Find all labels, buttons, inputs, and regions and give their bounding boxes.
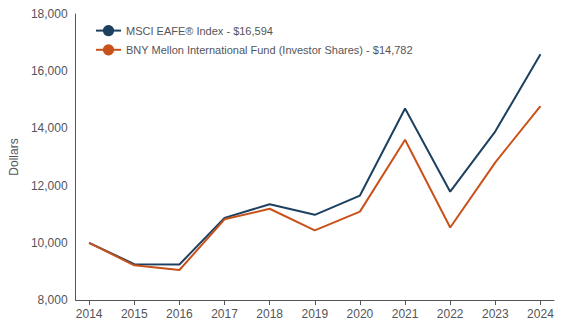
svg-text:8,000: 8,000 <box>38 293 68 307</box>
svg-text:10,000: 10,000 <box>31 236 68 250</box>
svg-text:2017: 2017 <box>211 307 238 321</box>
svg-text:2016: 2016 <box>166 307 193 321</box>
svg-text:2018: 2018 <box>256 307 283 321</box>
svg-text:2019: 2019 <box>301 307 328 321</box>
svg-text:2020: 2020 <box>347 307 374 321</box>
svg-text:16,000: 16,000 <box>31 64 68 78</box>
svg-text:BNY Mellon International Fund: BNY Mellon International Fund (Investor … <box>126 44 413 56</box>
svg-text:18,000: 18,000 <box>31 7 68 21</box>
svg-text:Dollars: Dollars <box>7 138 21 175</box>
svg-text:2022: 2022 <box>437 307 464 321</box>
svg-text:2021: 2021 <box>392 307 419 321</box>
svg-text:2023: 2023 <box>482 307 509 321</box>
svg-text:2015: 2015 <box>121 307 148 321</box>
svg-text:2024: 2024 <box>527 307 554 321</box>
svg-text:2014: 2014 <box>76 307 103 321</box>
svg-text:MSCI EAFE® Index - $16,594: MSCI EAFE® Index - $16,594 <box>126 25 273 37</box>
svg-text:12,000: 12,000 <box>31 179 68 193</box>
svg-text:14,000: 14,000 <box>31 121 68 135</box>
